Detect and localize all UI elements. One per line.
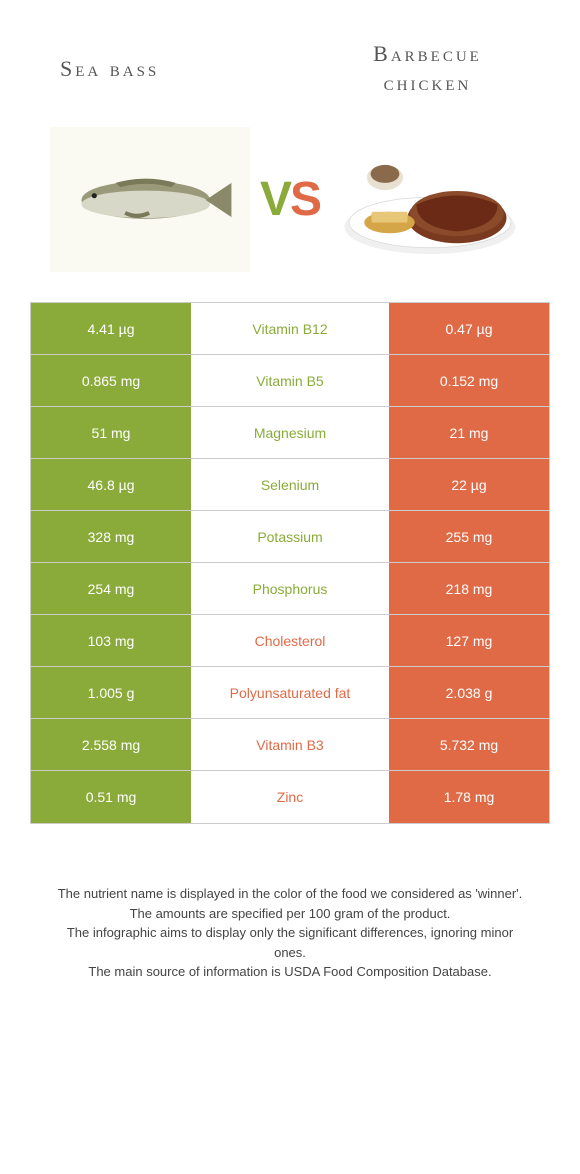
cell-nutrient-name: Magnesium — [191, 407, 389, 458]
food-image-left — [50, 127, 250, 272]
table-row: 2.558 mgVitamin B35.732 mg — [31, 719, 549, 771]
cell-nutrient-name: Phosphorus — [191, 563, 389, 614]
cell-left-value: 2.558 mg — [31, 719, 191, 770]
cell-right-value: 2.038 g — [389, 667, 549, 718]
table-row: 4.41 µgVitamin B120.47 µg — [31, 303, 549, 355]
cell-left-value: 4.41 µg — [31, 303, 191, 354]
cell-nutrient-name: Vitamin B12 — [191, 303, 389, 354]
vs-s: S — [290, 173, 320, 226]
table-row: 328 mgPotassium255 mg — [31, 511, 549, 563]
infographic-container: Sea bass Barbecue chicken VS — [0, 0, 580, 982]
cell-left-value: 0.51 mg — [31, 771, 191, 823]
cell-right-value: 255 mg — [389, 511, 549, 562]
cell-nutrient-name: Cholesterol — [191, 615, 389, 666]
cell-right-value: 0.152 mg — [389, 355, 549, 406]
table-row: 103 mgCholesterol127 mg — [31, 615, 549, 667]
cell-left-value: 46.8 µg — [31, 459, 191, 510]
cell-right-value: 0.47 µg — [389, 303, 549, 354]
cell-nutrient-name: Zinc — [191, 771, 389, 823]
cell-right-value: 21 mg — [389, 407, 549, 458]
cell-left-value: 1.005 g — [31, 667, 191, 718]
cell-left-value: 0.865 mg — [31, 355, 191, 406]
table-row: 1.005 gPolyunsaturated fat2.038 g — [31, 667, 549, 719]
title-right-line2: chicken — [384, 70, 472, 95]
bbq-icon — [340, 140, 520, 260]
cell-right-value: 22 µg — [389, 459, 549, 510]
cell-left-value: 254 mg — [31, 563, 191, 614]
table-row: 46.8 µgSelenium22 µg — [31, 459, 549, 511]
title-left: Sea bass — [30, 56, 305, 82]
footer-line-1: The nutrient name is displayed in the co… — [50, 884, 530, 904]
vs-v: V — [260, 173, 290, 226]
table-row: 51 mgMagnesium21 mg — [31, 407, 549, 459]
cell-nutrient-name: Potassium — [191, 511, 389, 562]
nutrient-table: 4.41 µgVitamin B120.47 µg0.865 mgVitamin… — [30, 302, 550, 824]
images-row: VS — [0, 117, 580, 302]
footer-line-2: The amounts are specified per 100 gram o… — [50, 904, 530, 924]
table-row: 0.865 mgVitamin B50.152 mg — [31, 355, 549, 407]
cell-nutrient-name: Polyunsaturated fat — [191, 667, 389, 718]
table-row: 0.51 mgZinc1.78 mg — [31, 771, 549, 823]
title-right-line1: Barbecue — [373, 41, 482, 66]
cell-right-value: 5.732 mg — [389, 719, 549, 770]
titles-row: Sea bass Barbecue chicken — [0, 0, 580, 117]
fish-icon — [60, 170, 240, 230]
title-right: Barbecue chicken — [305, 40, 550, 97]
cell-nutrient-name: Vitamin B5 — [191, 355, 389, 406]
cell-right-value: 127 mg — [389, 615, 549, 666]
footer-line-3: The infographic aims to display only the… — [50, 923, 530, 962]
cell-right-value: 1.78 mg — [389, 771, 549, 823]
cell-nutrient-name: Vitamin B3 — [191, 719, 389, 770]
cell-right-value: 218 mg — [389, 563, 549, 614]
cell-left-value: 328 mg — [31, 511, 191, 562]
table-row: 254 mgPhosphorus218 mg — [31, 563, 549, 615]
footer-line-4: The main source of information is USDA F… — [50, 962, 530, 982]
cell-left-value: 103 mg — [31, 615, 191, 666]
vs-label: VS — [260, 172, 320, 227]
footer-notes: The nutrient name is displayed in the co… — [50, 884, 530, 982]
cell-left-value: 51 mg — [31, 407, 191, 458]
cell-nutrient-name: Selenium — [191, 459, 389, 510]
food-image-right — [330, 127, 530, 272]
